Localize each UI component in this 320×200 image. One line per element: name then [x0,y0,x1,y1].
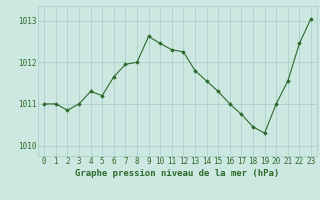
X-axis label: Graphe pression niveau de la mer (hPa): Graphe pression niveau de la mer (hPa) [76,169,280,178]
